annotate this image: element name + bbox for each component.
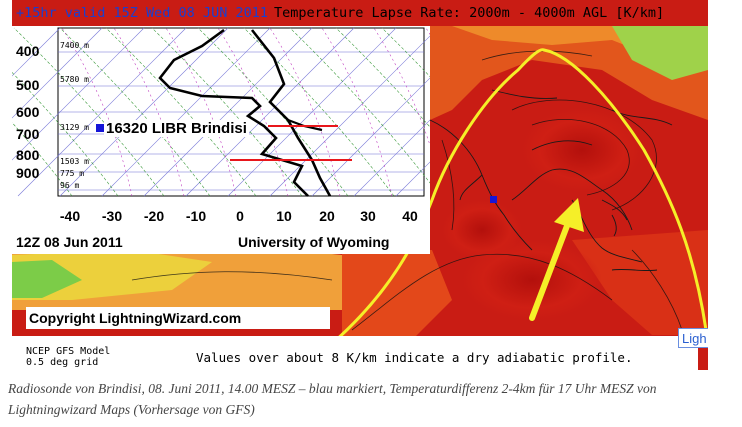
pressure-level-label: 400	[16, 43, 40, 59]
sounding-source: University of Wyoming	[238, 234, 390, 250]
isotherm-line	[395, 161, 430, 197]
dry-adiabat-line	[59, 27, 211, 197]
height-label: 5780 m	[60, 75, 89, 84]
x-tick-label: 40	[402, 208, 418, 224]
moist-adiabat-lines	[61, 27, 430, 197]
map-title: Temperature Lapse Rate: 2000m - 4000m AG…	[274, 5, 665, 21]
dry-adiabat-line	[289, 27, 430, 184]
height-label: 3129 m	[60, 123, 89, 132]
footer-note: Values over about 8 K/km indicate a dry …	[196, 350, 633, 365]
image-caption: Radiosonde von Brindisi, 08. Juni 2011, …	[8, 381, 657, 417]
isotherm-line	[17, 27, 187, 197]
isotherm-line	[59, 27, 229, 197]
moist-adiabat-line	[321, 27, 393, 197]
sounding-panel: 7400 m 5780 m 3129 m 1503 m 775 m 96 m 400 50…	[12, 26, 430, 254]
height-label: 96 m	[60, 181, 79, 190]
dry-adiabat-line	[151, 27, 303, 197]
pressure-level-label: 700	[16, 126, 40, 142]
height-label: 1503 m	[60, 157, 89, 166]
isotherm-line	[12, 27, 61, 77]
arrow-icon	[529, 198, 584, 321]
core-ionian	[462, 240, 602, 320]
isotherm-line	[12, 27, 145, 161]
zone-green-ne	[612, 26, 708, 80]
isotherm-line	[311, 77, 430, 197]
contour-lines	[131, 50, 683, 331]
skew-t-diagram: 7400 m 5780 m 3129 m 1503 m 775 m 96 m	[12, 27, 430, 197]
x-tick-label: -30	[101, 208, 123, 224]
x-tick-label: -40	[59, 208, 81, 224]
height-labels: 7400 m 5780 m 3129 m 1503 m 775 m 96 m	[60, 41, 89, 190]
valid-time-label: +15hr valid 15Z Wed 08 JUN 2011	[16, 5, 268, 21]
isotherm-line	[227, 27, 397, 197]
dry-adiabat-line	[12, 71, 119, 197]
station-marker	[96, 124, 104, 132]
zone-green-west	[12, 260, 82, 298]
dry-adiabat-line	[105, 27, 257, 197]
x-tick-label: -20	[143, 208, 165, 224]
moist-adiabat-line	[113, 27, 185, 197]
model-info: NCEP GFS Model 0.5 deg grid	[26, 346, 110, 368]
dry-adiabat-line	[12, 122, 73, 197]
height-label: 7400 m	[60, 41, 89, 50]
map-station-marker	[490, 196, 497, 203]
map-footer	[12, 336, 698, 370]
sounding-date: 12Z 08 Jun 2011	[16, 234, 123, 250]
grid-resolution: 0.5 deg grid	[26, 357, 99, 368]
x-tick-label: 20	[319, 208, 335, 224]
isotherm-line	[185, 27, 355, 197]
isotherm-lines	[12, 27, 430, 197]
core-italy	[442, 200, 522, 260]
isotherm-line	[353, 119, 430, 197]
isotherm-line	[143, 27, 313, 197]
zone-east	[572, 230, 708, 335]
x-tick-label: -10	[185, 208, 207, 224]
height-label: 775 m	[60, 169, 84, 178]
pressure-level-label: 500	[16, 77, 40, 93]
weather-figure: +15hr valid 15Z Wed 08 JUN 2011 Temperat…	[12, 0, 708, 370]
dry-adiabat-line	[243, 27, 395, 197]
moist-adiabat-line	[61, 27, 133, 197]
moist-adiabat-line	[165, 27, 237, 197]
x-tick-label: 0	[236, 208, 244, 224]
dry-adiabat-line	[13, 27, 165, 197]
moist-adiabat-line	[217, 27, 289, 197]
x-tick-label: 10	[276, 208, 292, 224]
dewpoint-profile	[158, 28, 309, 197]
moist-adiabat-line	[425, 27, 430, 35]
model-name: NCEP GFS Model	[26, 346, 111, 357]
pressure-level-label: 800	[16, 147, 40, 163]
pressure-level-label: 900	[16, 165, 40, 181]
station-label: 16320 LIBR Brindisi	[104, 120, 249, 137]
moist-adiabat-line	[373, 27, 430, 147]
copyright-label: Copyright LightningWizard.com	[26, 307, 330, 329]
core-balkans	[522, 108, 642, 192]
moist-adiabat-line	[269, 27, 341, 197]
brand-fragment[interactable]: Ligh	[678, 328, 708, 348]
pressure-level-label: 600	[16, 104, 40, 120]
isotherm-line	[12, 27, 103, 119]
x-tick-label: 30	[360, 208, 376, 224]
isotherm-line	[101, 27, 271, 197]
